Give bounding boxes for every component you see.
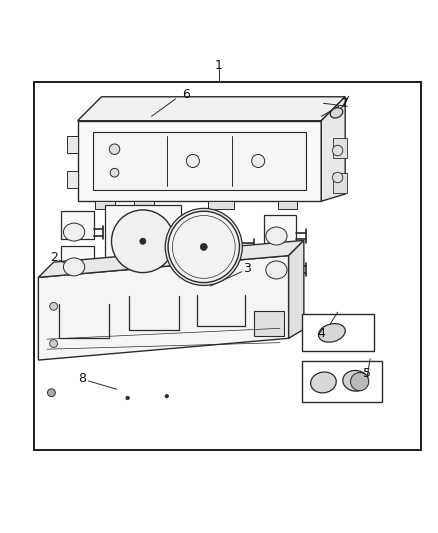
Circle shape bbox=[332, 146, 343, 156]
Circle shape bbox=[165, 208, 242, 286]
Circle shape bbox=[140, 238, 146, 244]
Circle shape bbox=[110, 144, 120, 155]
Bar bbox=[333, 173, 346, 192]
Bar bbox=[67, 171, 78, 188]
Bar bbox=[264, 215, 296, 243]
Text: 5: 5 bbox=[363, 367, 371, 379]
Bar bbox=[67, 136, 78, 154]
Circle shape bbox=[332, 172, 343, 183]
Bar bbox=[95, 201, 115, 209]
Ellipse shape bbox=[266, 261, 287, 279]
Circle shape bbox=[47, 389, 55, 397]
Ellipse shape bbox=[330, 108, 343, 118]
Circle shape bbox=[200, 244, 207, 251]
Bar bbox=[208, 201, 234, 209]
Bar bbox=[61, 211, 94, 239]
Bar bbox=[134, 201, 154, 209]
Circle shape bbox=[126, 396, 129, 400]
Circle shape bbox=[165, 394, 169, 398]
Text: 7: 7 bbox=[341, 97, 349, 110]
Bar bbox=[132, 263, 154, 270]
Bar bbox=[93, 132, 306, 190]
Text: 4: 4 bbox=[318, 327, 325, 341]
Polygon shape bbox=[289, 240, 304, 338]
Polygon shape bbox=[39, 256, 289, 360]
Bar bbox=[264, 249, 296, 277]
Circle shape bbox=[112, 210, 174, 272]
Bar bbox=[61, 246, 94, 274]
Ellipse shape bbox=[343, 370, 368, 391]
Circle shape bbox=[168, 211, 240, 282]
Circle shape bbox=[252, 155, 265, 167]
Bar bbox=[34, 83, 421, 450]
Text: 2: 2 bbox=[49, 251, 57, 264]
Polygon shape bbox=[321, 97, 345, 201]
Ellipse shape bbox=[64, 258, 85, 276]
Text: 3: 3 bbox=[244, 262, 251, 275]
Bar bbox=[302, 361, 382, 402]
Circle shape bbox=[49, 302, 57, 310]
Ellipse shape bbox=[311, 372, 336, 393]
Circle shape bbox=[186, 155, 199, 167]
Bar bbox=[302, 314, 374, 351]
Text: 6: 6 bbox=[182, 88, 190, 101]
Text: 1: 1 bbox=[215, 59, 223, 72]
Polygon shape bbox=[78, 97, 345, 120]
Polygon shape bbox=[39, 240, 304, 277]
Ellipse shape bbox=[266, 227, 287, 245]
Ellipse shape bbox=[64, 223, 85, 241]
Bar bbox=[333, 138, 346, 158]
Bar bbox=[254, 311, 284, 336]
Ellipse shape bbox=[318, 324, 345, 342]
Circle shape bbox=[350, 373, 369, 391]
Circle shape bbox=[49, 340, 57, 348]
Bar bbox=[278, 201, 297, 209]
Polygon shape bbox=[78, 120, 321, 201]
Circle shape bbox=[110, 168, 119, 177]
Text: 8: 8 bbox=[78, 372, 86, 385]
Bar bbox=[105, 205, 181, 278]
